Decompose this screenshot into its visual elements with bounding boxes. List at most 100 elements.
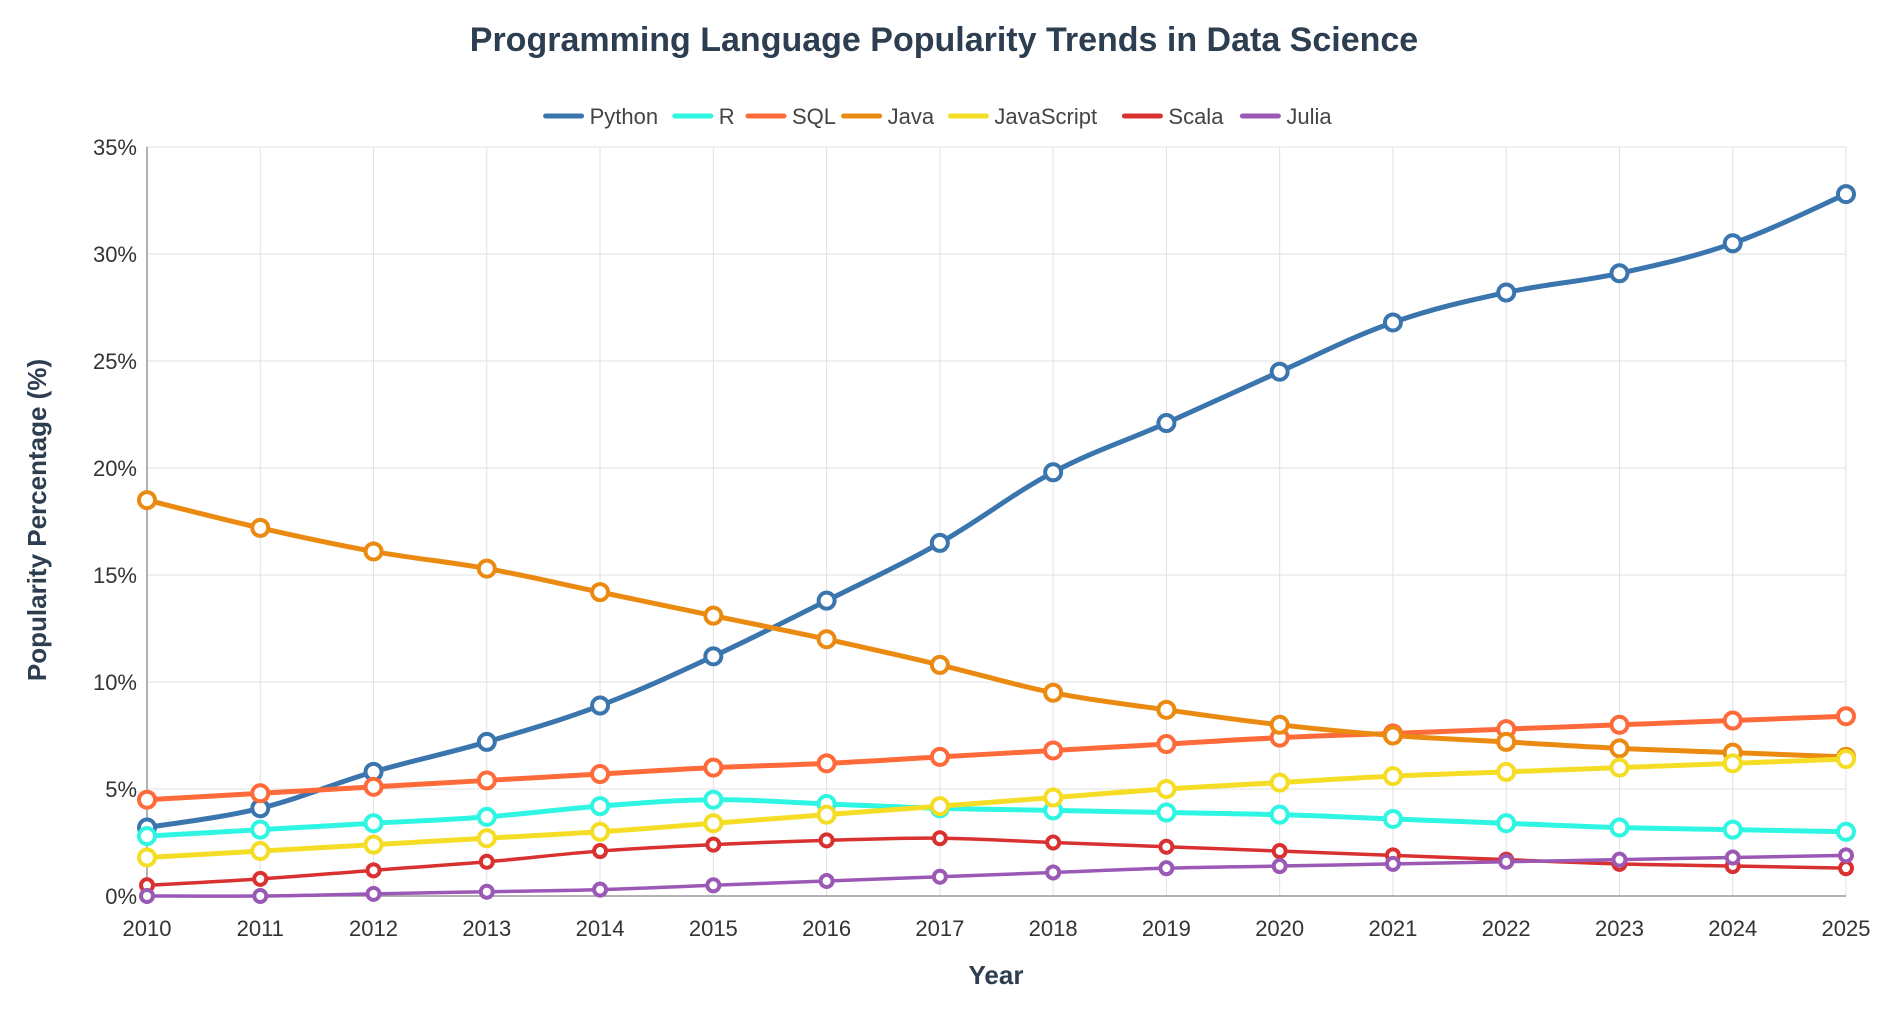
data-point-java[interactable] [1496,731,1517,752]
data-point-java[interactable] [1156,699,1177,720]
data-point-python[interactable] [703,646,724,667]
data-point-python[interactable] [1836,184,1856,205]
data-point-java[interactable] [250,517,271,538]
data-point-sql[interactable] [1836,706,1856,727]
data-point-javascript[interactable] [816,804,837,825]
data-point-julia[interactable] [592,881,609,898]
data-point-r[interactable] [1722,819,1743,840]
data-point-r[interactable] [1156,802,1177,823]
data-point-scala[interactable] [818,832,835,849]
legend-item-julia[interactable]: Julia [1239,104,1332,129]
data-point-r[interactable] [1496,813,1517,834]
legend-item-scala[interactable]: Scala [1121,104,1224,129]
data-point-julia[interactable] [365,885,382,902]
data-point-javascript[interactable] [476,828,497,849]
data-point-java[interactable] [1269,714,1290,735]
data-point-r[interactable] [1836,821,1856,842]
data-point-scala[interactable] [1158,838,1175,855]
data-point-r[interactable] [1269,804,1290,825]
data-point-sql[interactable] [1609,714,1630,735]
data-point-javascript[interactable] [1722,753,1743,774]
data-point-javascript[interactable] [1156,779,1177,799]
data-point-r[interactable] [1382,808,1403,829]
legend-item-sql[interactable]: SQL [745,104,836,129]
data-point-javascript[interactable] [929,796,950,817]
data-point-java[interactable] [929,654,950,675]
data-point-sql[interactable] [703,757,724,778]
data-point-sql[interactable] [1156,734,1177,755]
data-point-python[interactable] [1722,233,1743,254]
data-point-python[interactable] [1269,361,1290,382]
data-point-julia[interactable] [1498,853,1515,870]
data-point-javascript[interactable] [1609,757,1630,778]
data-point-julia[interactable] [252,888,269,904]
data-point-julia[interactable] [705,877,722,894]
data-point-sql[interactable] [363,776,384,797]
data-point-r[interactable] [137,826,157,847]
data-point-julia[interactable] [1158,860,1175,877]
data-point-javascript[interactable] [363,834,384,855]
data-point-julia[interactable] [1271,858,1288,875]
data-point-java[interactable] [137,490,157,511]
legend-item-java[interactable]: Java [841,104,935,129]
legend-item-javascript[interactable]: JavaScript [947,104,1097,129]
data-point-scala[interactable] [592,843,609,860]
data-point-sql[interactable] [137,789,157,810]
legend-item-python[interactable]: Python [543,104,659,129]
data-point-julia[interactable] [1724,849,1741,866]
data-point-javascript[interactable] [1382,766,1403,787]
data-point-scala[interactable] [931,830,948,847]
data-point-scala[interactable] [1271,843,1288,860]
data-point-scala[interactable] [705,836,722,853]
legend-item-r[interactable]: R [672,104,735,129]
data-point-sql[interactable] [590,764,611,785]
data-point-java[interactable] [363,541,384,562]
data-point-java[interactable] [1043,682,1064,703]
data-point-julia[interactable] [139,888,155,904]
data-point-r[interactable] [476,806,497,827]
data-point-java[interactable] [1609,738,1630,759]
data-point-scala[interactable] [365,862,382,879]
data-point-julia[interactable] [818,873,835,890]
data-point-javascript[interactable] [137,847,157,868]
data-point-julia[interactable] [931,868,948,885]
data-point-sql[interactable] [929,746,950,767]
data-point-java[interactable] [703,605,724,626]
data-point-sql[interactable] [250,783,271,804]
data-point-python[interactable] [1043,462,1064,483]
data-point-python[interactable] [816,590,837,611]
data-point-python[interactable] [1382,312,1403,333]
data-point-julia[interactable] [1384,855,1401,872]
data-point-julia[interactable] [478,883,495,900]
data-point-scala[interactable] [1838,860,1854,877]
data-point-python[interactable] [1156,413,1177,434]
data-point-java[interactable] [590,582,611,603]
data-point-julia[interactable] [1838,847,1854,864]
data-point-java[interactable] [816,629,837,650]
data-point-javascript[interactable] [250,841,271,862]
data-point-sql[interactable] [1722,710,1743,731]
data-point-julia[interactable] [1611,851,1628,868]
data-point-python[interactable] [476,731,497,752]
data-point-javascript[interactable] [1269,772,1290,793]
data-point-java[interactable] [476,558,497,579]
data-point-python[interactable] [929,532,950,553]
data-point-python[interactable] [1496,282,1517,303]
data-point-sql[interactable] [816,753,837,774]
data-point-r[interactable] [363,813,384,834]
data-point-javascript[interactable] [1836,749,1856,770]
data-point-python[interactable] [590,695,611,716]
data-point-r[interactable] [703,789,724,810]
data-point-java[interactable] [1382,725,1403,746]
data-point-javascript[interactable] [1043,787,1064,808]
data-point-r[interactable] [1609,817,1630,838]
data-point-r[interactable] [590,796,611,817]
data-point-javascript[interactable] [1496,761,1517,782]
data-point-r[interactable] [250,819,271,840]
data-point-javascript[interactable] [703,813,724,834]
data-point-sql[interactable] [1043,740,1064,761]
data-point-julia[interactable] [1045,864,1062,881]
data-point-javascript[interactable] [590,821,611,842]
data-point-sql[interactable] [476,770,497,791]
data-point-python[interactable] [1609,263,1630,284]
